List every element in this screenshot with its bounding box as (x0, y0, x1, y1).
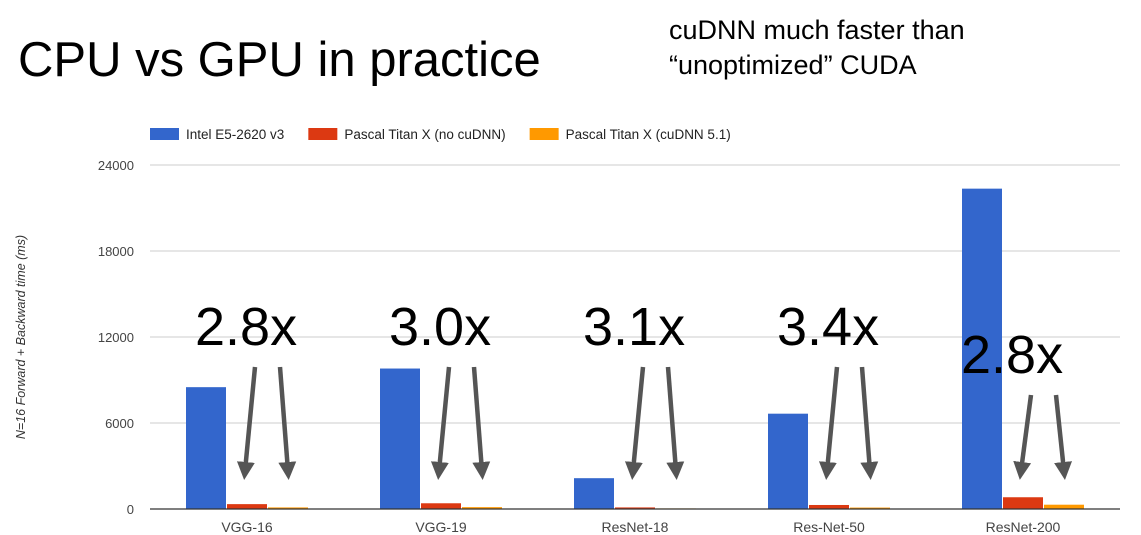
speedup-annotation: 3.1x (583, 297, 685, 357)
arrow-to-no-cudnn-bar (624, 366, 646, 480)
slide-note-line-1: cuDNN much faster than (669, 15, 965, 45)
x-tick-label: VGG-19 (415, 519, 467, 535)
bar (1044, 504, 1084, 509)
legend-label: Pascal Titan X (no cuDNN) (344, 127, 505, 142)
speedup-annotation: 2.8x (195, 297, 297, 357)
y-tick-label: 24000 (98, 158, 134, 173)
arrow-to-cudnn-bar (471, 366, 491, 480)
gridlines (150, 164, 1120, 424)
bar (227, 504, 267, 509)
y-axis-label: N=16 Forward + Backward time (ms) (14, 235, 28, 439)
slide-note: cuDNN much faster than “unoptimized” CUD… (669, 13, 965, 83)
slide-title: CPU vs GPU in practice (18, 33, 541, 87)
legend-swatch (529, 128, 559, 140)
legend-label: Intel E5-2620 v3 (186, 127, 284, 142)
x-tick-label: Res-Net-50 (793, 519, 865, 535)
speedup-annotation: 3.0x (389, 297, 491, 357)
arrow-to-no-cudnn-bar (430, 366, 452, 480)
legend-swatch (150, 128, 179, 140)
bar (380, 368, 420, 509)
bar (962, 188, 1002, 509)
bar (809, 504, 849, 509)
slide-note-line-2: “unoptimized” CUDA (669, 50, 917, 80)
x-tick-label: ResNet-18 (602, 519, 669, 535)
bar (1003, 497, 1043, 509)
arrow-to-cudnn-bar (277, 366, 297, 480)
y-tick-label: 12000 (98, 330, 134, 345)
annotations: 2.8x 3.0x 3.1x 3.4x 2.8x (195, 297, 1073, 480)
bar (462, 507, 502, 509)
y-tick-label: 18000 (98, 244, 134, 259)
speedup-annotation: 2.8x (961, 325, 1063, 385)
arrow-to-no-cudnn-bar (818, 366, 840, 480)
bar (421, 503, 461, 509)
x-tick-label: VGG-16 (221, 519, 273, 535)
y-tick-label: 6000 (105, 416, 134, 431)
bar (615, 507, 655, 509)
legend-label: Pascal Titan X (cuDNN 5.1) (566, 127, 731, 142)
bar (850, 507, 890, 509)
speedup-annotation: 3.4x (777, 297, 879, 357)
legend-swatch (308, 128, 338, 140)
arrow-to-cudnn-bar (859, 366, 879, 480)
bar (186, 387, 226, 509)
bar (268, 507, 308, 509)
arrow-to-no-cudnn-bar (236, 366, 258, 480)
arrow-to-cudnn-bar (665, 366, 685, 480)
arrow-to-no-cudnn-bar (1013, 394, 1034, 480)
y-tick-label: 0 (127, 502, 134, 517)
arrow-to-cudnn-bar (1053, 394, 1073, 480)
bar (574, 478, 614, 509)
axes: 0 6000 12000 18000 24000 N=16 Forward + Backw… (14, 158, 1120, 535)
bar (768, 413, 808, 509)
legend: Intel E5-2620 v3 Pascal Titan X (no cuDNN… (150, 127, 731, 142)
bars (186, 188, 1084, 509)
x-tick-label: ResNet-200 (986, 519, 1061, 535)
